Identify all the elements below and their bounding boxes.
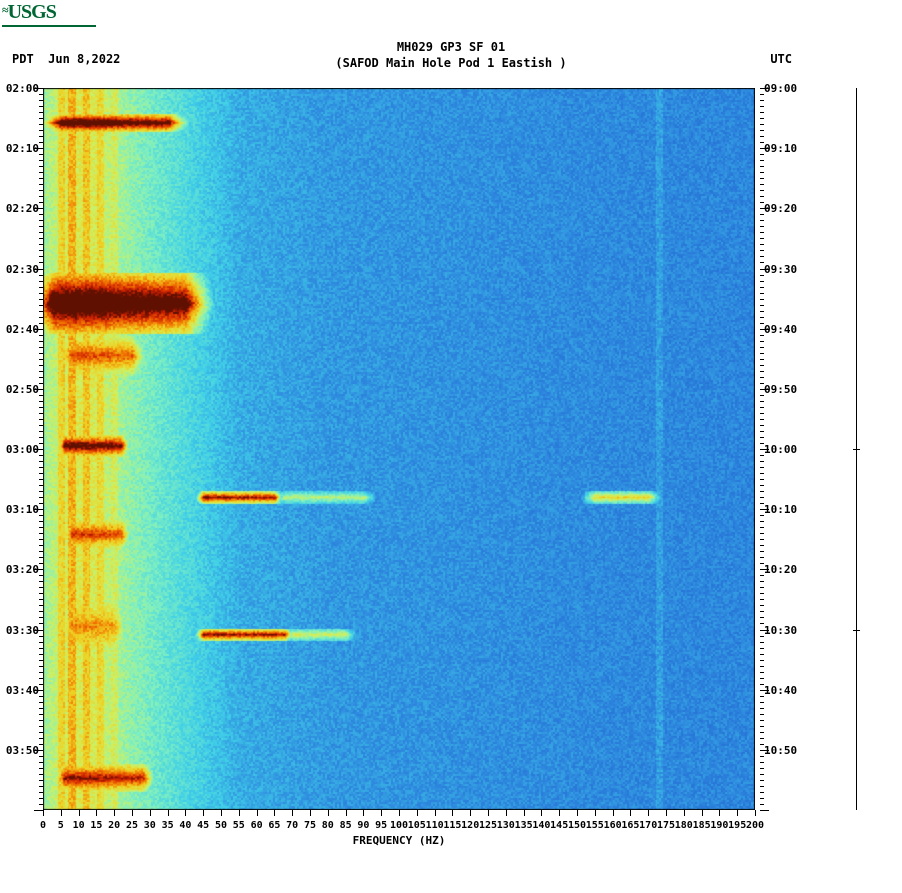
x-tick-label: 120 xyxy=(461,820,479,831)
x-tick-label: 45 xyxy=(197,820,209,831)
y-right-tick-label: 09:00 xyxy=(764,82,797,95)
x-tick-label: 130 xyxy=(497,820,515,831)
header-date: Jun 8,2022 xyxy=(48,52,120,66)
y-left-tick-label: 03:50 xyxy=(6,744,39,757)
x-tick-label: 190 xyxy=(710,820,728,831)
x-tick-label: 10 xyxy=(73,820,85,831)
y-right-tick-label: 10:30 xyxy=(764,624,797,637)
x-tick-label: 140 xyxy=(532,820,550,831)
chart-title: MH029 GP3 SF 01 xyxy=(0,40,902,56)
x-tick-label: 15 xyxy=(90,820,102,831)
x-tick-label: 200 xyxy=(746,820,764,831)
x-tick-label: 70 xyxy=(286,820,298,831)
x-tick-label: 150 xyxy=(568,820,586,831)
y-left-tick-label: 03:40 xyxy=(6,684,39,697)
x-tick-label: 30 xyxy=(144,820,156,831)
y-right-tick-label: 09:40 xyxy=(764,323,797,336)
y-right-tick-label: 09:30 xyxy=(764,263,797,276)
x-tick-label: 160 xyxy=(604,820,622,831)
x-tick-label: 145 xyxy=(550,820,568,831)
chart-header: MH029 GP3 SF 01 (SAFOD Main Hole Pod 1 E… xyxy=(0,40,902,71)
chart-subtitle: (SAFOD Main Hole Pod 1 Eastish ) xyxy=(0,56,902,72)
y-left-tick-label: 02:20 xyxy=(6,202,39,215)
y-right-tick-label: 10:00 xyxy=(764,443,797,456)
x-tick-label: 180 xyxy=(675,820,693,831)
x-tick-label: 50 xyxy=(215,820,227,831)
x-tick-label: 55 xyxy=(233,820,245,831)
y-left-tick-label: 02:50 xyxy=(6,383,39,396)
amplitude-tick xyxy=(853,630,860,631)
y-left-tick-label: 02:30 xyxy=(6,263,39,276)
x-tick-label: 135 xyxy=(515,820,533,831)
x-tick-label: 20 xyxy=(108,820,120,831)
x-tick-label: 110 xyxy=(426,820,444,831)
x-tick-label: 125 xyxy=(479,820,497,831)
x-axis-label: FREQUENCY (HZ) xyxy=(43,834,755,847)
x-tick-label: 115 xyxy=(443,820,461,831)
x-axis: FREQUENCY (HZ) 0 5 10 15 20 25 30 35 40 45 50 55 60 6… xyxy=(43,810,755,850)
right-tz: UTC xyxy=(770,52,792,66)
y-left-tick-label: 02:10 xyxy=(6,142,39,155)
y-right-tick-label: 09:20 xyxy=(764,202,797,215)
x-tick-label: 170 xyxy=(639,820,657,831)
x-tick-label: 35 xyxy=(162,820,174,831)
spectrogram-canvas xyxy=(43,88,755,810)
y-right-tick-label: 09:50 xyxy=(764,383,797,396)
spectrogram-plot xyxy=(43,88,755,810)
y-right-tick-label: 10:20 xyxy=(764,563,797,576)
header-right: UTC xyxy=(770,52,792,66)
x-tick-label: 25 xyxy=(126,820,138,831)
x-tick-label: 105 xyxy=(408,820,426,831)
left-tz: PDT xyxy=(12,52,34,66)
y-left-tick-label: 03:10 xyxy=(6,503,39,516)
header-left: PDT Jun 8,2022 xyxy=(12,52,120,66)
x-tick-label: 90 xyxy=(357,820,369,831)
y-axis-right: 09:0009:1009:2009:3009:4009:5010:0010:10… xyxy=(760,88,810,810)
x-tick-label: 185 xyxy=(693,820,711,831)
usgs-logo: ≈USGS xyxy=(2,1,96,27)
y-right-tick-label: 09:10 xyxy=(764,142,797,155)
x-tick-label: 5 xyxy=(58,820,64,831)
x-tick-label: 80 xyxy=(322,820,334,831)
x-tick-label: 40 xyxy=(179,820,191,831)
y-left-tick-label: 03:30 xyxy=(6,624,39,637)
x-tick-label: 175 xyxy=(657,820,675,831)
y-left-tick-label: 03:00 xyxy=(6,443,39,456)
logo-underline xyxy=(2,25,96,27)
amplitude-tick xyxy=(853,449,860,450)
logo-text: USGS xyxy=(8,1,56,23)
y-left-tick-label: 03:20 xyxy=(6,563,39,576)
y-right-tick-label: 10:50 xyxy=(764,744,797,757)
y-right-tick-label: 10:40 xyxy=(764,684,797,697)
x-tick-label: 100 xyxy=(390,820,408,831)
x-tick-label: 60 xyxy=(251,820,263,831)
x-tick-label: 95 xyxy=(375,820,387,831)
x-tick-label: 165 xyxy=(621,820,639,831)
x-tick-label: 85 xyxy=(340,820,352,831)
y-axis-left: 02:0002:1002:2002:3002:4002:5003:0003:10… xyxy=(0,88,43,810)
y-left-tick-label: 02:00 xyxy=(6,82,39,95)
y-right-tick-label: 10:10 xyxy=(764,503,797,516)
x-tick-label: 155 xyxy=(586,820,604,831)
x-tick-label: 75 xyxy=(304,820,316,831)
y-left-tick-label: 02:40 xyxy=(6,323,39,336)
x-tick-label: 0 xyxy=(40,820,46,831)
x-tick-label: 195 xyxy=(728,820,746,831)
x-tick-label: 65 xyxy=(268,820,280,831)
